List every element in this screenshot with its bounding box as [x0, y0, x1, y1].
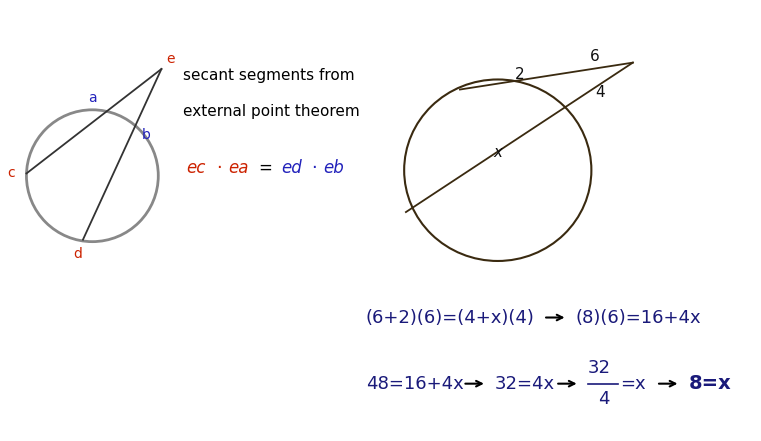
Text: (6+2)(6)=(4+x)(4): (6+2)(6)=(4+x)(4) [366, 309, 535, 326]
Text: b: b [142, 127, 151, 142]
Text: 2: 2 [514, 67, 524, 82]
Text: d: d [74, 247, 82, 261]
Text: 32: 32 [587, 359, 610, 377]
Text: ec: ec [186, 159, 206, 176]
Text: 8=x: 8=x [689, 374, 731, 393]
Text: 4: 4 [596, 85, 605, 100]
Text: =x: =x [619, 375, 645, 392]
Text: external point theorem: external point theorem [183, 104, 359, 120]
Text: 6: 6 [590, 49, 600, 64]
Text: ea: ea [228, 159, 249, 176]
Text: secant segments from: secant segments from [183, 68, 355, 83]
Text: eb: eb [323, 159, 344, 176]
Text: ed: ed [282, 159, 302, 176]
Text: ·: · [216, 159, 222, 176]
Text: ·: · [311, 159, 317, 176]
Text: x: x [493, 145, 502, 160]
Text: 48=16+4x: 48=16+4x [366, 375, 463, 392]
Text: c: c [8, 166, 15, 180]
Text: =: = [258, 159, 272, 176]
Text: (8)(6)=16+4x: (8)(6)=16+4x [575, 309, 701, 326]
Text: 32=4x: 32=4x [495, 375, 555, 392]
Text: 4: 4 [597, 390, 609, 408]
Text: e: e [167, 52, 175, 66]
Text: a: a [88, 91, 97, 105]
